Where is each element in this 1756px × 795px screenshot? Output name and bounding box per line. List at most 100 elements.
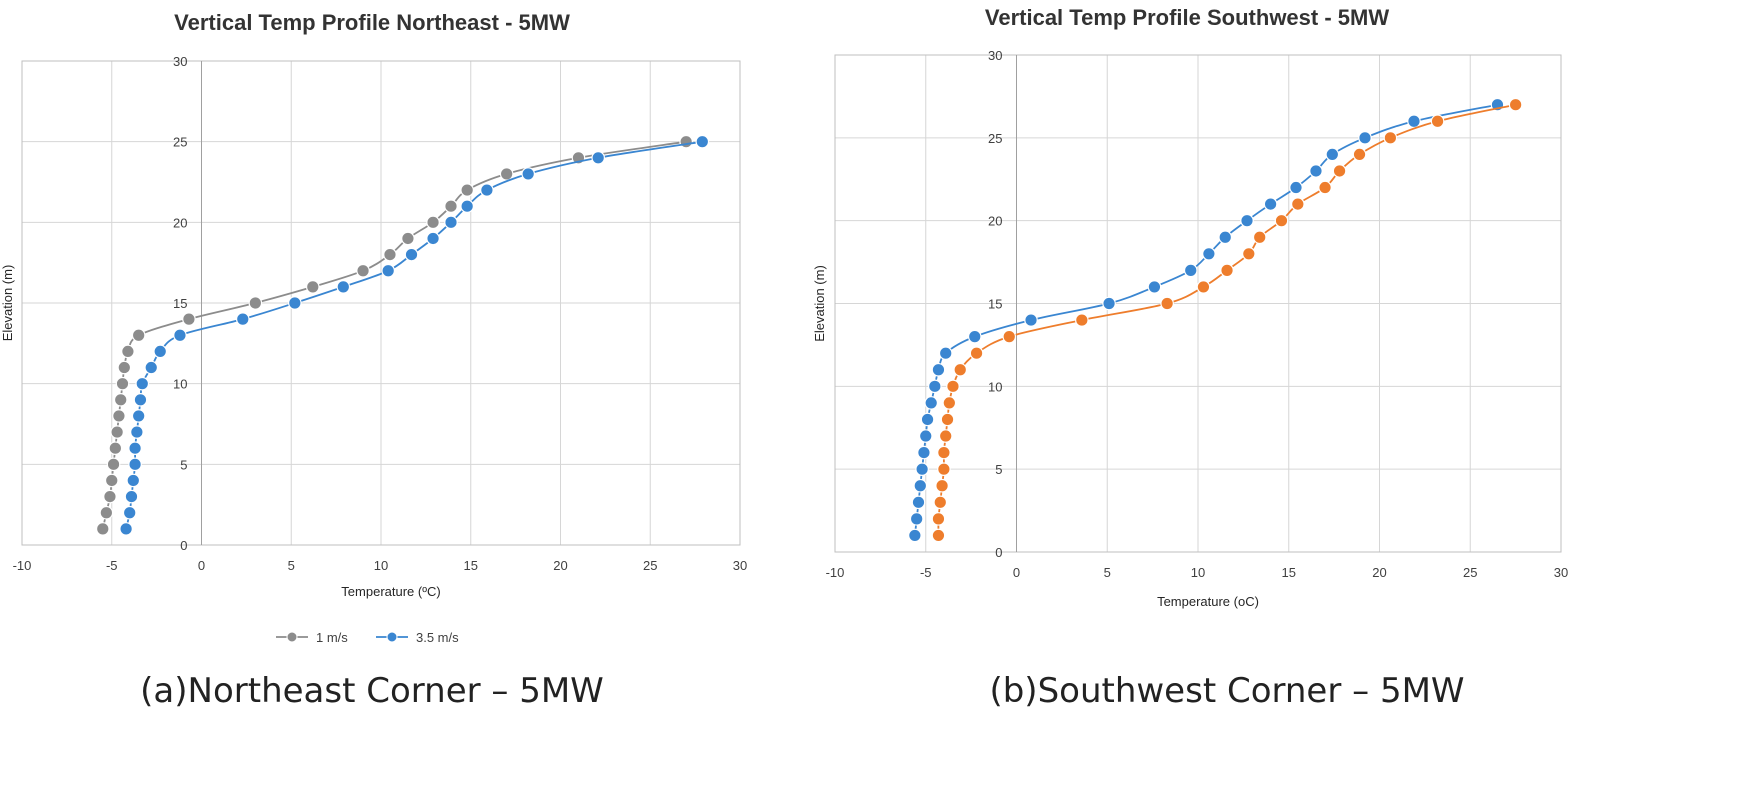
x-tick-label: 15 xyxy=(1282,565,1296,580)
data-point xyxy=(121,344,135,359)
data-point xyxy=(1325,147,1340,162)
x-tick-label: 10 xyxy=(1191,565,1205,580)
data-point xyxy=(1318,180,1332,195)
data-point xyxy=(182,312,196,326)
data-point xyxy=(1183,263,1198,278)
data-point xyxy=(942,396,957,410)
data-point xyxy=(911,495,926,510)
x-tick-label: 0 xyxy=(198,558,205,573)
data-point xyxy=(915,462,929,476)
x-axis-label: Temperature (ºC) xyxy=(341,584,440,599)
data-point xyxy=(1147,280,1162,294)
data-point xyxy=(913,478,928,493)
data-point xyxy=(1332,164,1347,178)
data-point xyxy=(115,376,130,391)
data-point xyxy=(103,489,117,504)
series-1 xyxy=(908,97,1505,543)
x-tick-label: 25 xyxy=(1463,565,1477,580)
y-axis-label: Elevation (m) xyxy=(812,265,827,342)
data-point xyxy=(444,199,458,213)
data-point xyxy=(1002,329,1017,344)
chart-panel-2: Vertical Temp Profile Southwest - 5MW -10… xyxy=(812,5,1568,711)
grid xyxy=(21,60,741,546)
data-point xyxy=(918,429,933,443)
data-point xyxy=(401,231,415,246)
data-point xyxy=(1102,296,1116,311)
x-tick-label: 5 xyxy=(288,558,295,573)
data-point xyxy=(106,457,121,472)
data-point xyxy=(908,528,922,543)
y-tick-label: 20 xyxy=(173,215,187,230)
data-point xyxy=(131,328,146,343)
data-point xyxy=(1202,247,1216,261)
data-point xyxy=(935,478,949,493)
x-axis-label: Temperature (oC) xyxy=(1157,594,1259,609)
data-point xyxy=(480,183,494,197)
x-tick-label: -5 xyxy=(920,565,932,580)
legend-label: 1 m/s xyxy=(316,630,348,645)
x-tick-label: 0 xyxy=(1013,565,1020,580)
chart-panel-1: Vertical Temp Profile Northeast - 5MW -10… xyxy=(0,10,747,711)
data-point xyxy=(679,134,693,149)
data-point xyxy=(113,392,128,407)
y-tick-label: 15 xyxy=(173,296,187,311)
data-point xyxy=(288,296,302,310)
data-point xyxy=(931,362,946,377)
data-point xyxy=(133,392,148,407)
data-point xyxy=(521,167,535,181)
data-point xyxy=(1309,164,1323,178)
data-point xyxy=(173,328,187,343)
x-tick-label: 10 xyxy=(374,558,388,573)
data-point xyxy=(937,462,951,476)
data-point xyxy=(426,231,440,246)
data-point xyxy=(940,412,955,427)
series-2 xyxy=(931,97,1523,543)
data-point xyxy=(1240,213,1254,228)
data-point xyxy=(110,425,124,439)
data-point xyxy=(305,280,320,294)
y-tick-label: 30 xyxy=(988,48,1002,63)
chart-title: Vertical Temp Profile Northeast - 5MW xyxy=(174,10,570,35)
y-tick-label: 10 xyxy=(173,377,187,392)
plot-area xyxy=(834,54,1562,553)
data-point xyxy=(1289,180,1303,195)
data-point xyxy=(920,412,935,427)
x-tick-label: 30 xyxy=(733,558,747,573)
data-point xyxy=(1263,197,1278,211)
data-point xyxy=(108,441,123,455)
data-point xyxy=(426,215,440,230)
data-point xyxy=(128,441,142,455)
y-tick-label: 10 xyxy=(988,379,1002,394)
data-point xyxy=(967,329,982,344)
x-tick-label: 25 xyxy=(643,558,657,573)
data-point xyxy=(383,247,397,262)
y-tick-label: 15 xyxy=(988,297,1002,312)
data-point xyxy=(969,346,984,360)
series-1 xyxy=(95,134,693,536)
data-point xyxy=(248,296,263,310)
figure-caption: (b)Southwest Corner – 5MW xyxy=(989,671,1464,711)
data-point xyxy=(99,505,114,520)
data-point xyxy=(953,362,968,377)
data-point xyxy=(928,379,942,394)
data-point xyxy=(591,151,605,165)
x-tick-label: -5 xyxy=(106,558,118,573)
data-point xyxy=(1358,131,1372,145)
data-point xyxy=(1508,97,1523,112)
x-tick-label: 5 xyxy=(1104,565,1111,580)
series-line xyxy=(101,140,687,530)
data-point xyxy=(1196,280,1211,294)
y-tick-label: 5 xyxy=(995,462,1002,477)
data-point xyxy=(1220,263,1234,278)
data-point xyxy=(336,280,351,294)
data-point xyxy=(130,425,144,439)
y-tick-label: 0 xyxy=(995,545,1002,560)
data-point xyxy=(1024,313,1038,327)
series-line xyxy=(125,140,703,530)
data-point xyxy=(460,199,474,213)
data-point xyxy=(1430,114,1445,129)
data-point xyxy=(119,522,133,536)
plot-area xyxy=(21,60,741,546)
data-point xyxy=(938,346,953,360)
